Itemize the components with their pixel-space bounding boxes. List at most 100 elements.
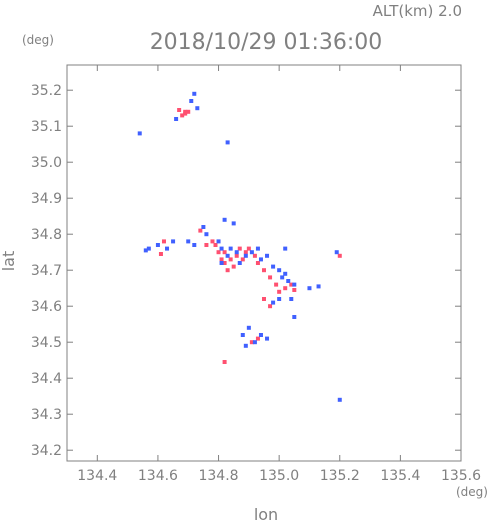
radar-echo-point <box>219 246 224 251</box>
x-tick-label: 135.4 <box>380 468 420 484</box>
radar-echo-point <box>137 131 142 136</box>
y-tick-label: 34.4 <box>31 371 62 387</box>
radar-echo-point <box>243 250 248 255</box>
radar-echo-point <box>204 243 209 247</box>
radar-echo-point <box>268 275 273 280</box>
radar-echo-point <box>240 333 245 337</box>
y-unit-label: (deg) <box>22 33 54 47</box>
radar-echo-point <box>316 284 321 289</box>
radar-echo-point <box>237 261 242 265</box>
x-axis-label: lon <box>254 505 278 521</box>
chart-title: 2018/10/29 01:36:00 <box>150 30 383 55</box>
radar-echo-point <box>246 246 251 251</box>
radar-echo-point <box>222 360 227 364</box>
radar-echo-point <box>186 109 191 114</box>
y-tick-label: 34.5 <box>31 335 62 351</box>
radar-echo-point <box>189 99 194 103</box>
radar-echo-point <box>271 300 276 305</box>
radar-echo-point <box>289 297 294 301</box>
radar-echo-point <box>337 397 342 402</box>
radar-echo-point <box>249 250 254 255</box>
radar-echo-point <box>255 261 260 265</box>
radar-echo-point <box>186 239 191 244</box>
radar-echo-point <box>225 268 230 273</box>
radar-echo-point <box>334 250 339 255</box>
radar-echo-point <box>258 257 263 262</box>
radar-echo-point <box>289 282 294 287</box>
radar-echo-point <box>234 250 239 255</box>
radar-echo-point <box>177 108 182 112</box>
y-tick-label: 34.8 <box>31 227 62 243</box>
y-tick-label: 34.7 <box>31 263 62 279</box>
radar-echo-point <box>198 228 203 233</box>
radar-echo-point <box>286 279 291 283</box>
radar-echo-point <box>192 243 197 247</box>
radar-echo-point <box>213 243 218 247</box>
radar-echo-point <box>222 217 227 222</box>
radar-echo-point <box>246 325 251 330</box>
y-tick-label: 34.3 <box>31 407 62 423</box>
radar-echo-point <box>243 253 248 258</box>
y-tick-label: 34.9 <box>31 191 62 207</box>
radar-echo-point <box>222 261 227 265</box>
radar-echo-point <box>265 336 270 341</box>
radar-echo-point <box>210 239 215 244</box>
y-tick-label: 35.2 <box>31 83 62 99</box>
radar-echo-point <box>216 250 221 255</box>
axis-ticks: 134.4 134.6 134.8 135.0 135.2 135.4 135.6 34.2 3… <box>31 65 481 484</box>
radar-echo-point <box>292 282 297 287</box>
radar-echo-point <box>337 253 342 258</box>
radar-echo-point <box>171 239 176 244</box>
radar-echo-point <box>237 246 242 251</box>
y-tick-label: 35.0 <box>31 155 62 171</box>
radar-echo-point <box>240 257 245 262</box>
radar-echo-point <box>277 297 282 301</box>
y-tick-label: 34.6 <box>31 299 62 315</box>
radar-echo-point <box>222 250 227 255</box>
radar-echo-point <box>183 111 188 116</box>
radar-echo-point <box>262 297 266 301</box>
radar-echo-point <box>265 253 270 258</box>
radar-echo-point <box>252 340 257 345</box>
radar-echo-point <box>274 282 279 287</box>
radar-echo-point <box>283 271 288 276</box>
radar-echo-point <box>255 246 260 251</box>
radar-echo-point <box>143 248 148 253</box>
radar-echo-point <box>228 246 233 251</box>
radar-echo-point <box>307 286 312 291</box>
radar-echo-point <box>271 264 276 269</box>
x-tick-label: 135.0 <box>259 468 299 484</box>
radar-echo-point <box>204 232 209 237</box>
x-tick-label: 134.6 <box>138 468 178 484</box>
radar-echo-point <box>219 257 224 262</box>
radar-echo-point <box>292 315 297 319</box>
radar-echo-point <box>283 246 288 251</box>
radar-echo-point <box>283 286 288 291</box>
radar-echo-point <box>280 275 285 280</box>
y-axis-label: lat <box>0 251 18 272</box>
x-tick-label: 134.8 <box>198 468 238 484</box>
radar-echo-point <box>228 257 233 262</box>
radar-echo-point <box>252 253 257 258</box>
x-tick-label: 134.4 <box>77 468 117 484</box>
radar-echo-point <box>225 253 230 258</box>
radar-echo-point <box>231 264 236 269</box>
radar-echo-point <box>234 253 239 258</box>
radar-echo-point <box>258 333 263 337</box>
radar-echo-point <box>249 340 254 345</box>
data-points <box>137 91 342 402</box>
altitude-label: ALT(km) 2.0 <box>373 2 462 20</box>
x-unit-label: (deg) <box>456 485 488 499</box>
radar-echo-point <box>195 106 200 111</box>
radar-echo-point <box>174 117 179 121</box>
x-tick-label: 135.2 <box>320 468 360 484</box>
radar-echo-point <box>146 246 151 251</box>
radar-echo-point <box>201 225 206 229</box>
radar-echo-point <box>277 268 282 273</box>
radar-echo-point <box>158 252 163 256</box>
radar-echo-point <box>243 343 248 348</box>
radar-echo-point <box>262 268 266 273</box>
y-tick-label: 35.1 <box>31 119 62 135</box>
radar-echo-point <box>155 243 160 247</box>
